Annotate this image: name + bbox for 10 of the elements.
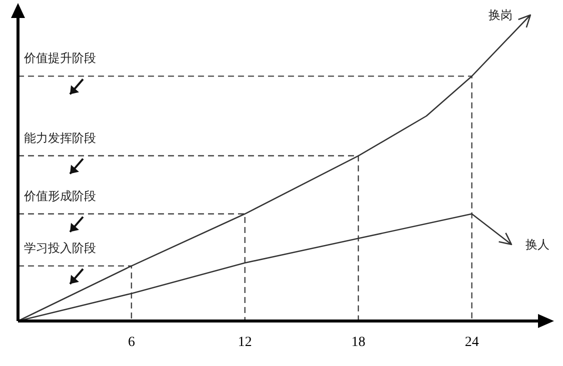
- annotation: 价值形成阶段: [23, 188, 96, 203]
- annotation: 学习投入阶段: [24, 240, 96, 255]
- series-label: 换岗: [488, 8, 512, 22]
- x-tick-label: 18: [351, 335, 366, 350]
- x-tick-label: 24: [464, 335, 479, 350]
- x-tick-label: 12: [238, 335, 252, 350]
- legend-label: 换人: [526, 238, 550, 252]
- x-tick-label: 6: [128, 335, 135, 350]
- annotation: 价值提升阶段: [23, 51, 96, 66]
- annotation: 能力发挥阶段: [24, 130, 96, 145]
